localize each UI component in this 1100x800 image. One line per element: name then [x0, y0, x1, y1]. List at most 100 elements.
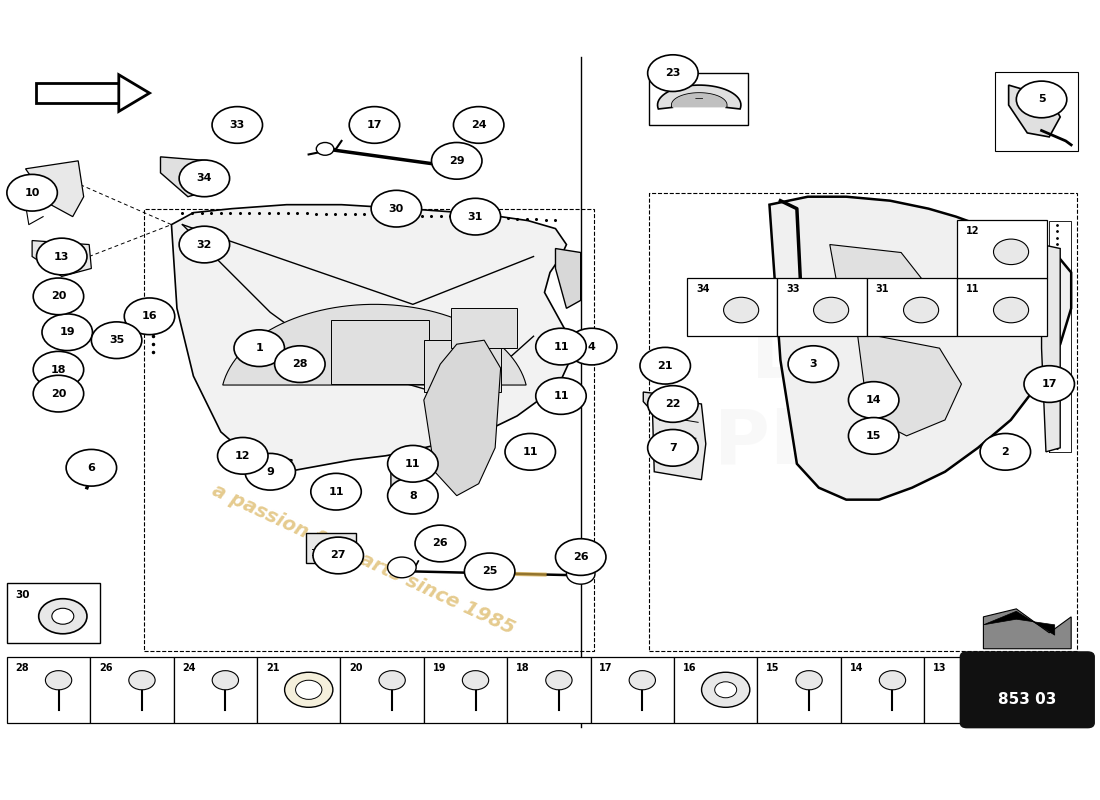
- Circle shape: [702, 672, 750, 707]
- Circle shape: [45, 670, 72, 690]
- Circle shape: [450, 198, 500, 235]
- Text: 29: 29: [449, 156, 464, 166]
- Text: 20: 20: [349, 663, 363, 673]
- Circle shape: [724, 298, 759, 322]
- Circle shape: [275, 346, 326, 382]
- Text: 11: 11: [553, 342, 569, 351]
- Circle shape: [39, 598, 87, 634]
- Text: 2: 2: [1001, 447, 1009, 457]
- Polygon shape: [829, 245, 923, 332]
- Bar: [7, 583, 100, 643]
- Circle shape: [349, 106, 399, 143]
- Text: 18: 18: [51, 365, 66, 374]
- Circle shape: [245, 454, 296, 490]
- FancyBboxPatch shape: [960, 652, 1094, 728]
- Text: 11: 11: [553, 391, 569, 401]
- Bar: [331, 320, 429, 384]
- Circle shape: [371, 190, 421, 227]
- Bar: [451, 308, 517, 348]
- Polygon shape: [556, 249, 581, 308]
- Polygon shape: [1009, 85, 1060, 137]
- Text: 26: 26: [573, 552, 588, 562]
- Polygon shape: [222, 304, 526, 385]
- Text: 11: 11: [328, 486, 344, 497]
- Circle shape: [566, 328, 617, 365]
- Circle shape: [218, 438, 268, 474]
- Text: 13: 13: [54, 251, 69, 262]
- Text: 9: 9: [266, 466, 274, 477]
- Circle shape: [505, 434, 556, 470]
- Polygon shape: [119, 74, 150, 111]
- Circle shape: [129, 670, 155, 690]
- Bar: [307, 533, 355, 563]
- Text: 22: 22: [666, 399, 681, 409]
- Circle shape: [212, 670, 239, 690]
- Circle shape: [848, 418, 899, 454]
- Polygon shape: [983, 611, 1055, 635]
- Text: 21: 21: [658, 361, 673, 370]
- Text: 20: 20: [51, 291, 66, 302]
- Circle shape: [431, 142, 482, 179]
- Text: 18: 18: [516, 663, 529, 673]
- Bar: [340, 657, 424, 723]
- Bar: [649, 193, 1077, 651]
- Polygon shape: [25, 161, 84, 217]
- Circle shape: [415, 525, 465, 562]
- Text: 27: 27: [330, 550, 346, 561]
- Polygon shape: [857, 332, 961, 436]
- Circle shape: [317, 142, 333, 155]
- Text: 28: 28: [15, 663, 30, 673]
- Circle shape: [848, 382, 899, 418]
- Text: 4: 4: [587, 342, 595, 351]
- Bar: [90, 657, 174, 723]
- Text: 34: 34: [696, 285, 710, 294]
- Bar: [36, 82, 119, 103]
- Text: 32: 32: [197, 239, 212, 250]
- Text: 14: 14: [849, 663, 864, 673]
- Circle shape: [640, 347, 691, 384]
- Text: a passion for parts since 1985: a passion for parts since 1985: [209, 481, 518, 638]
- Bar: [758, 657, 840, 723]
- Bar: [591, 657, 674, 723]
- Circle shape: [536, 328, 586, 365]
- Circle shape: [33, 375, 84, 412]
- Circle shape: [962, 670, 989, 690]
- Polygon shape: [260, 456, 293, 480]
- Text: 31: 31: [468, 212, 483, 222]
- Bar: [957, 220, 1047, 278]
- Text: 33: 33: [785, 285, 800, 294]
- Text: 28: 28: [293, 359, 308, 369]
- Circle shape: [285, 672, 333, 707]
- Text: 14: 14: [866, 395, 881, 405]
- Polygon shape: [672, 93, 727, 107]
- Text: 24: 24: [183, 663, 196, 673]
- Circle shape: [42, 314, 92, 350]
- Text: 3: 3: [810, 359, 817, 369]
- Text: 8: 8: [409, 490, 417, 501]
- Polygon shape: [161, 157, 216, 197]
- Circle shape: [879, 670, 905, 690]
- Text: 33: 33: [230, 120, 245, 130]
- Circle shape: [33, 278, 84, 314]
- Text: 35: 35: [109, 335, 124, 346]
- Circle shape: [1024, 366, 1075, 402]
- Bar: [649, 73, 748, 125]
- Polygon shape: [652, 396, 706, 480]
- Text: 12: 12: [235, 451, 251, 461]
- Text: 19: 19: [59, 327, 75, 338]
- Circle shape: [379, 670, 405, 690]
- Polygon shape: [32, 241, 91, 277]
- Text: 23: 23: [666, 68, 681, 78]
- Text: 11: 11: [522, 447, 538, 457]
- Circle shape: [1016, 81, 1067, 118]
- Circle shape: [296, 680, 322, 699]
- Circle shape: [648, 386, 698, 422]
- Circle shape: [556, 538, 606, 575]
- Circle shape: [52, 608, 74, 624]
- Text: 17: 17: [600, 663, 613, 673]
- Bar: [7, 657, 90, 723]
- Bar: [174, 657, 257, 723]
- Text: 10: 10: [24, 188, 40, 198]
- Text: 20: 20: [51, 389, 66, 398]
- Bar: [674, 657, 758, 723]
